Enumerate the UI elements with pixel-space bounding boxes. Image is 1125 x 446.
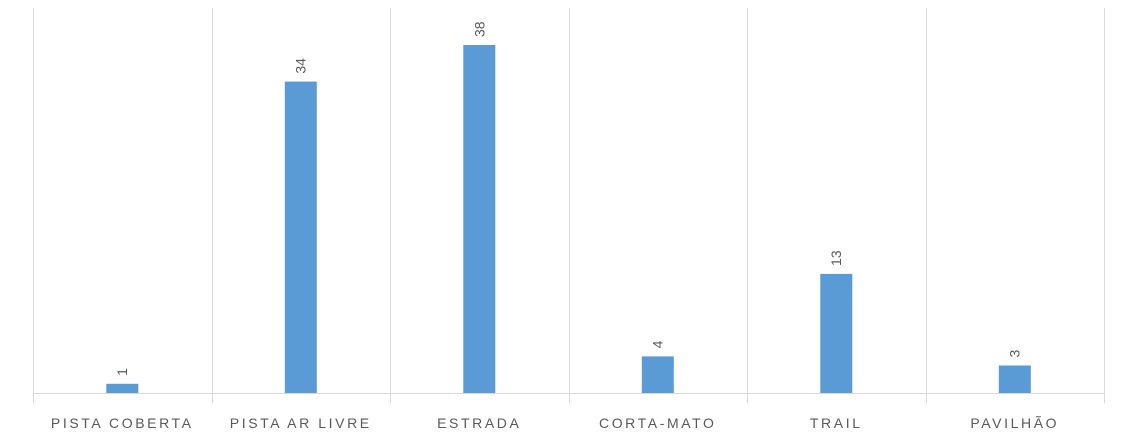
data-label: 3: [1007, 350, 1023, 358]
data-label: 13: [828, 250, 844, 266]
data-label: 1: [114, 368, 130, 376]
grid-layer: [33, 8, 1105, 403]
bar-pista-ar-livre: [284, 81, 317, 393]
bar-trail: [820, 273, 853, 393]
x-tick-label: PAVILHÃO: [970, 415, 1059, 431]
data-label: 34: [293, 58, 309, 74]
data-label-layer: 1 34 38 4 13 3: [114, 21, 1023, 376]
bar-corta-mato: [641, 356, 674, 393]
x-tick-layer: PISTA COBERTA PISTA AR LIVRE ESTRADA CORTA-…: [51, 415, 1059, 431]
x-tick-label: TRAIL: [810, 415, 863, 431]
bar-layer: [106, 45, 1031, 393]
bar-estrada: [463, 45, 496, 393]
x-tick-label: PISTA COBERTA: [51, 415, 194, 431]
bar-pavilh-o: [998, 365, 1031, 393]
bar-pista-coberta: [106, 383, 139, 393]
data-label: 38: [471, 21, 487, 37]
x-tick-label: PISTA AR LIVRE: [230, 415, 372, 431]
x-tick-label: CORTA-MATO: [599, 415, 717, 431]
x-tick-label: ESTRADA: [437, 415, 521, 431]
data-label: 4: [650, 340, 666, 348]
